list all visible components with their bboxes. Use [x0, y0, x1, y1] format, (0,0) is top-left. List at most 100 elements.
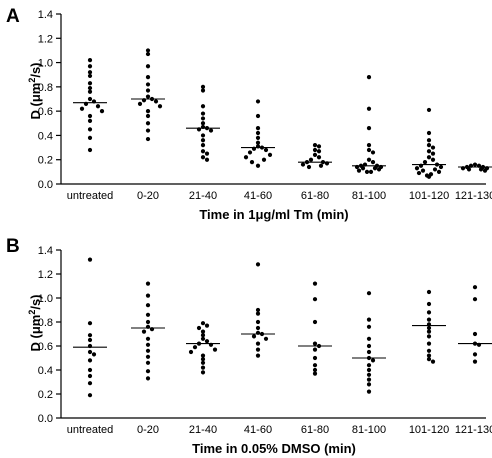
data-point — [145, 136, 151, 142]
data-point — [366, 363, 372, 368]
data-point — [145, 94, 151, 99]
data-point — [426, 329, 432, 334]
data-point — [438, 164, 444, 170]
data-point — [87, 393, 93, 398]
y-tick-label: 0.8 — [38, 317, 53, 329]
data-point — [312, 319, 318, 325]
data-point — [87, 127, 93, 132]
data-point — [312, 355, 318, 361]
data-point — [430, 145, 436, 150]
data-point — [87, 381, 93, 386]
data-point — [312, 297, 318, 302]
data-point — [366, 324, 372, 329]
data-point — [87, 333, 93, 338]
data-point — [87, 113, 93, 119]
data-point — [312, 367, 318, 373]
data-point — [426, 310, 432, 315]
data-point — [416, 170, 422, 176]
data-point — [200, 111, 206, 116]
data-point — [145, 342, 151, 347]
data-point — [255, 135, 261, 140]
data-point — [145, 369, 151, 374]
data-point — [366, 317, 372, 322]
data-point — [87, 337, 93, 343]
data-point — [87, 373, 93, 379]
data-point — [145, 348, 151, 353]
data-point — [145, 354, 151, 359]
data-point — [370, 160, 376, 165]
panel-a: A D (μm2/s) Time in 1μg/ml Tm (min) 0.00… — [6, 6, 492, 222]
data-point — [316, 144, 322, 149]
data-point — [145, 121, 151, 126]
y-tick-label: 0.2 — [38, 389, 53, 401]
data-point — [200, 336, 206, 341]
data-point — [430, 157, 436, 162]
data-point — [200, 360, 206, 365]
x-category-label: 41-60 — [244, 190, 272, 202]
data-point — [255, 126, 261, 131]
data-point — [255, 319, 261, 325]
data-point — [255, 113, 261, 119]
data-point — [145, 75, 151, 80]
x-category-label: 41-60 — [244, 424, 272, 436]
x-category-label: 21-40 — [189, 190, 217, 202]
data-point — [251, 334, 257, 339]
y-tick-label: 1.4 — [38, 9, 53, 21]
data-point — [87, 89, 93, 94]
data-point — [141, 329, 147, 334]
data-point — [263, 147, 269, 153]
data-point — [87, 135, 93, 140]
data-point — [87, 321, 93, 326]
data-point — [426, 107, 432, 113]
data-point — [145, 303, 151, 308]
panel-a-y-axis-title: D (μm2/s) — [27, 62, 43, 119]
data-point — [366, 389, 372, 394]
data-point — [87, 81, 93, 86]
data-point — [255, 347, 261, 352]
data-point — [200, 104, 206, 109]
data-point — [153, 99, 159, 104]
data-point — [472, 352, 478, 357]
x-category-label: untreated — [67, 424, 113, 436]
data-point — [157, 104, 163, 109]
data-point — [87, 147, 93, 153]
x-category-label: 0-20 — [137, 424, 159, 436]
x-category-label: 61-80 — [301, 190, 329, 202]
data-point — [366, 75, 372, 80]
y-tick-label: 0.8 — [38, 82, 53, 94]
data-point — [368, 169, 374, 174]
data-point — [426, 143, 432, 148]
panel-b: B D (μm2/s) Time in 0.05% DMSO (min) 0.0… — [6, 236, 492, 456]
data-point — [87, 85, 93, 91]
data-point — [137, 101, 143, 106]
data-point — [196, 325, 202, 331]
data-point — [420, 168, 426, 173]
data-point — [312, 152, 318, 157]
data-point — [472, 297, 478, 302]
data-point — [87, 358, 93, 363]
data-point — [204, 339, 210, 344]
data-point — [263, 336, 269, 341]
data-point — [366, 372, 372, 377]
data-point — [87, 70, 93, 75]
data-point — [426, 155, 432, 160]
data-point — [312, 371, 318, 376]
data-point — [312, 341, 318, 346]
data-point — [145, 319, 151, 325]
data-point — [212, 347, 218, 352]
data-point — [145, 82, 151, 87]
data-point — [204, 157, 210, 162]
data-point — [200, 88, 206, 93]
data-point — [316, 149, 322, 154]
data-point — [255, 163, 261, 168]
data-point — [426, 341, 432, 346]
data-point — [430, 151, 436, 156]
data-point — [243, 155, 249, 160]
data-point — [478, 167, 484, 172]
data-point — [312, 363, 318, 368]
data-point — [145, 293, 151, 298]
data-point — [145, 128, 151, 133]
data-point — [145, 64, 151, 69]
panel-a-x-axis-title: Time in 1μg/ml Tm (min) — [199, 207, 348, 222]
data-point — [87, 96, 93, 102]
